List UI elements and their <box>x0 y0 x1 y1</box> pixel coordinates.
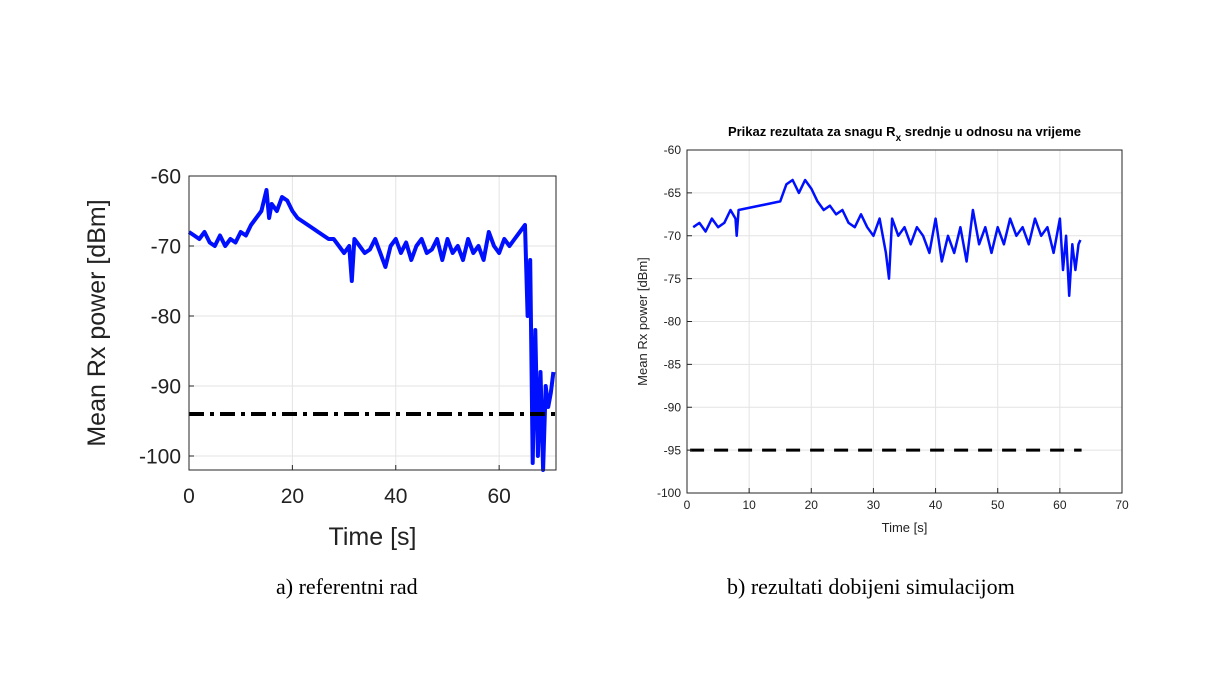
title-main: Prikaz rezultata za snagu R <box>728 124 896 139</box>
sim-chart: 0 10 20 30 40 50 60 70 -60 -65 -70 -75 -80 -85 -90 -95 -… <box>635 124 1129 535</box>
sim-x-axis-label: Time [s] <box>882 520 928 535</box>
ref-x-axis-label: Time [s] <box>329 523 417 551</box>
ref-xtick-label-0: 0 <box>183 485 195 508</box>
sim-xtick-label-6: 60 <box>1053 498 1067 512</box>
ref-xtick-label-1: 20 <box>281 485 304 508</box>
sim-ytick-label-3: -75 <box>664 272 682 286</box>
sim-xtick-label-0: 0 <box>684 498 691 512</box>
sim-ytick-label-6: -90 <box>664 400 682 414</box>
sim-xtick-label-3: 30 <box>867 498 881 512</box>
sim-ytick-label-4: -80 <box>664 315 682 329</box>
sim-ytick-label-8: -100 <box>657 486 681 500</box>
sim-xtick-label-1: 10 <box>742 498 756 512</box>
ref-xtick-label-3: 60 <box>487 485 510 508</box>
sim-ytick-label-2: -70 <box>664 229 682 243</box>
ref-ytick-label-2: -80 <box>151 305 181 328</box>
ref-ytick-label-1: -70 <box>151 235 181 258</box>
ref-rx-power-line <box>187 188 556 472</box>
caption-a: a) referentni rad <box>276 574 418 599</box>
sim-ytick-label-5: -85 <box>664 358 682 372</box>
title-subscript: x <box>896 133 902 144</box>
sim-y-axis-label: Mean Rx power [dBm] <box>635 257 650 386</box>
sim-ytick-label-1: -65 <box>664 186 682 200</box>
sim-xtick-label-5: 50 <box>991 498 1005 512</box>
sim-xtick-label-7: 70 <box>1115 498 1129 512</box>
sim-ytick-label-0: -60 <box>664 143 682 157</box>
sim-xtick-label-4: 40 <box>929 498 943 512</box>
caption-b: b) rezultati dobijeni simulacijom <box>727 574 1015 599</box>
sim-xtick-label-2: 20 <box>805 498 819 512</box>
ref-chart: 0 20 40 60 -60 -70 -80 -90 -100 Time [s] Mean Rx p… <box>83 165 557 551</box>
ref-y-axis-label: Mean Rx power [dBm] <box>83 199 111 446</box>
ref-ytick-label-0: -60 <box>151 165 181 188</box>
ref-ytick-label-3: -90 <box>151 375 181 398</box>
title-rest: srednje u odnosu na vrijeme <box>901 124 1081 139</box>
sim-rx-power-line <box>692 178 1082 298</box>
sim-title: Prikaz rezultata za snagu Rx srednje u o… <box>728 124 1081 144</box>
sim-ytick-label-7: -95 <box>664 443 682 457</box>
ref-axes-box <box>188 175 557 471</box>
ref-xtick-label-2: 40 <box>384 485 407 508</box>
ref-ytick-label-4: -100 <box>139 445 181 468</box>
